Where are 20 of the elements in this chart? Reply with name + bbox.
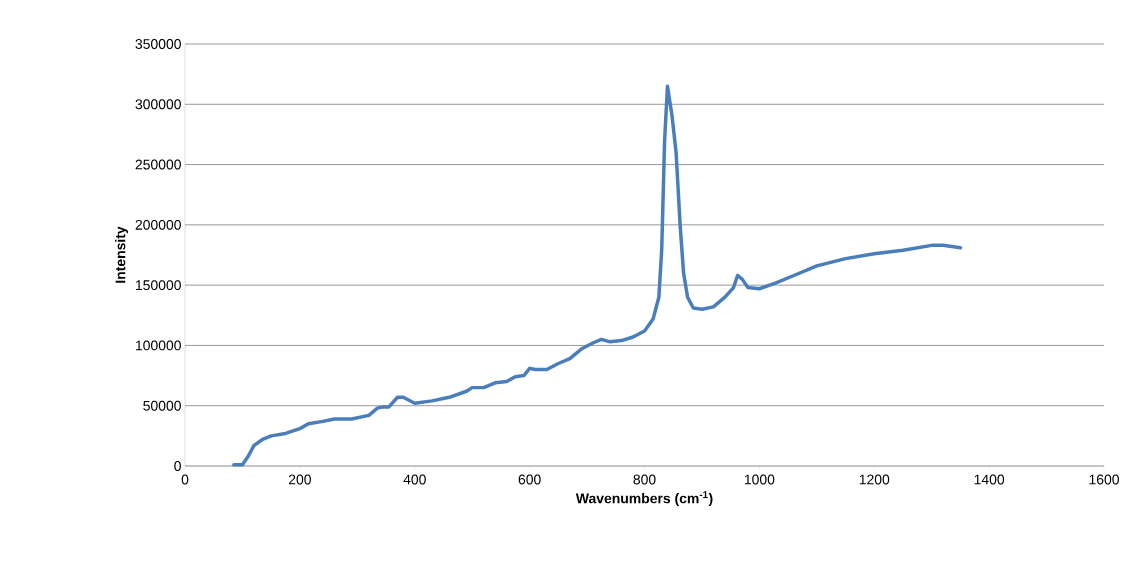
x-tick-label: 800 [633,474,656,485]
x-tick-label: 1600 [1089,474,1119,485]
x-tick-label: 400 [403,474,426,485]
x-tick-label: 1400 [974,474,1005,485]
x-axis-title: Wavenumbers (cm$^{-1}$) [575,491,713,507]
x-tick-label: 600 [518,474,541,485]
line-series [232,84,963,467]
y-tick-label: 150000 [136,280,181,291]
y-tick-label: 0 [174,461,181,471]
y-axis-title: Intensity [115,226,129,283]
y-tick-label: 100000 [136,340,181,351]
x-tick-label: 1200 [859,474,890,485]
x-tick-label: 0 [181,474,189,485]
x-tick-label: 1000 [744,474,775,485]
y-tick-label: 350000 [135,39,181,49]
y-tick-label: 250000 [135,159,181,170]
y-tick-label: 50000 [143,400,181,411]
x-tick-label: 200 [288,474,311,485]
y-tick-label: 200000 [135,219,181,230]
y-tick-label: 300000 [135,99,181,110]
